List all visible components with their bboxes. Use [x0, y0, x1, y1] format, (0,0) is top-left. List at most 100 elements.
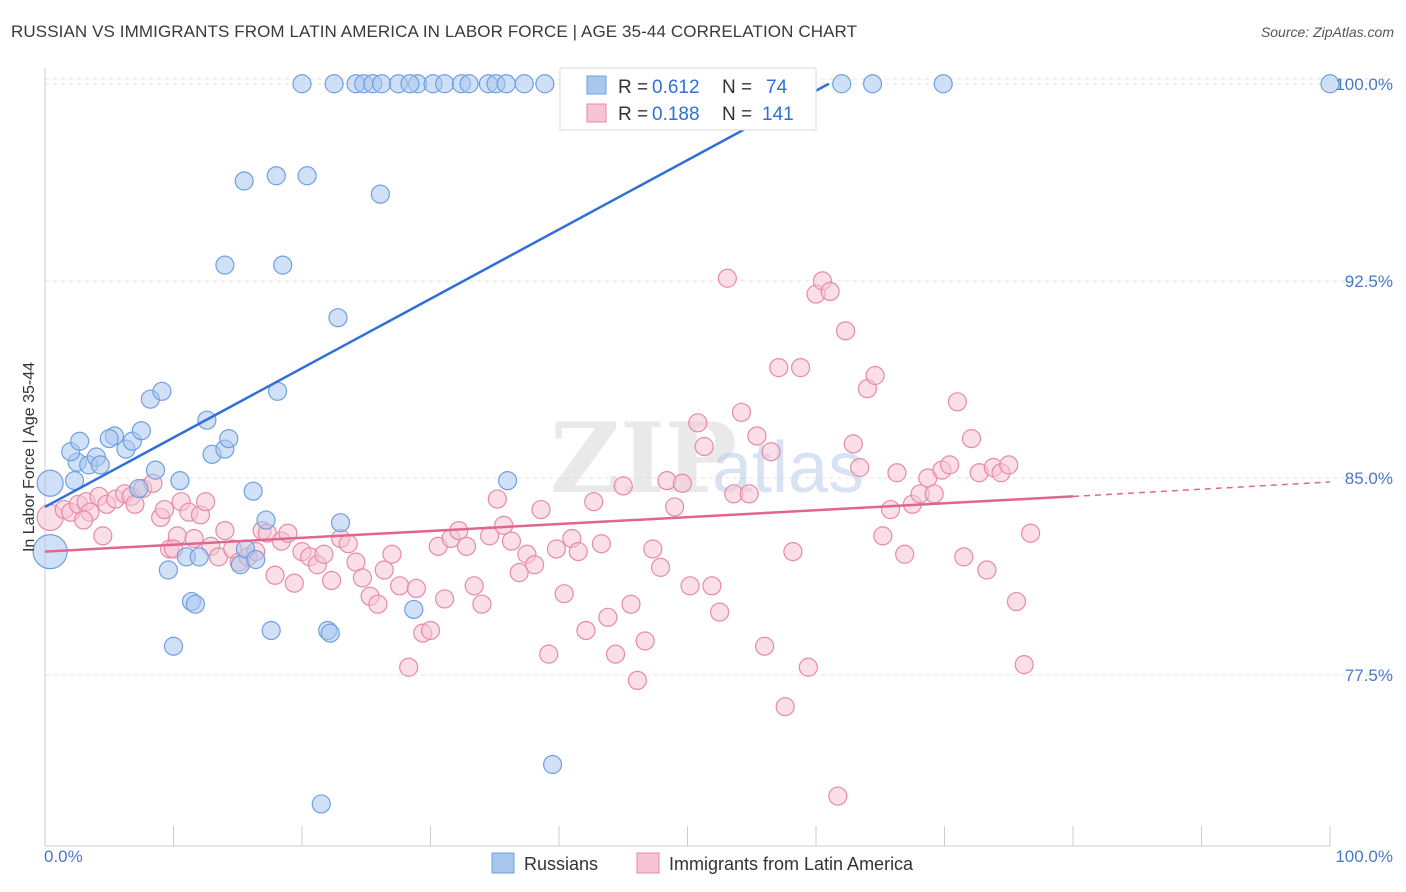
latin-point-35 [284, 573, 304, 593]
russian-point-20 [185, 594, 205, 614]
latin-point-99 [761, 442, 781, 462]
russian-point-63 [496, 74, 516, 94]
latin-point-109 [835, 321, 856, 341]
y-tick-label-92.5: 92.5% [1345, 272, 1393, 291]
y-tick-label-77.5: 77.5% [1345, 666, 1393, 685]
latin-point-121 [924, 484, 944, 504]
latin-trend-line [44, 495, 1074, 553]
latin-point-44 [352, 568, 372, 588]
series-legend-swatch-russians [491, 852, 515, 874]
series-legend-russians: Russians [524, 854, 598, 874]
legend-n-value-russians: 74 [766, 77, 788, 98]
latin-point-71 [554, 584, 574, 604]
y-tick-labels: 77.5% 85.0% 92.5% 100.0% [1335, 75, 1393, 685]
latin-point-82 [635, 631, 655, 651]
latin-point-136 [93, 526, 113, 546]
latin-point-64 [501, 531, 522, 551]
russian-point-35 [266, 166, 286, 186]
russian-point-46 [404, 599, 424, 620]
russian-point-64 [514, 74, 534, 94]
latin-point-87 [672, 473, 692, 493]
russian-point-69 [832, 74, 852, 94]
latin-point-100 [769, 358, 789, 378]
legend-n-value-latin: 141 [762, 104, 794, 125]
russians-trend-line [44, 82, 830, 509]
latin-point-75 [584, 492, 604, 512]
latin-point-95 [731, 402, 752, 422]
latin-point-98 [754, 636, 775, 656]
legend-r-value-russians: 0.612 [652, 77, 700, 98]
latin-trend-line-extension [1072, 481, 1331, 498]
latin-point-93 [717, 268, 737, 288]
latin-point-22 [196, 492, 216, 512]
latin-point-131 [999, 455, 1019, 475]
russian-point-70 [862, 74, 883, 94]
russian-point-60 [459, 74, 479, 94]
russian-point-34 [273, 255, 293, 275]
latin-point-96 [739, 484, 759, 504]
legend-r-label-latin: R = [618, 104, 648, 125]
latin-point-42 [338, 534, 358, 554]
latin-point-40 [321, 570, 342, 591]
series-legend-latin: Immigrants from Latin America [669, 854, 914, 874]
latin-point-39 [314, 544, 334, 564]
russian-point-39 [328, 308, 348, 328]
russian-point-47 [311, 794, 331, 814]
latin-point-134 [1020, 523, 1041, 543]
latin-point-108 [828, 786, 848, 806]
russian-point-54 [372, 74, 392, 94]
y-tick-label-85: 85.0% [1345, 469, 1393, 488]
latin-point-133 [1014, 655, 1034, 675]
russian-point-31 [256, 510, 276, 530]
latin-point-67 [524, 555, 545, 575]
russian-point-26 [219, 429, 239, 449]
latin-point-15 [154, 499, 175, 520]
russian-point-10 [99, 429, 119, 449]
latin-point-90 [694, 436, 714, 457]
latin-point-76 [591, 534, 612, 554]
legend-swatch-russians [586, 75, 607, 95]
latin-point-65 [509, 563, 529, 583]
latin-point-74 [576, 620, 596, 641]
latin-point-69 [539, 644, 559, 664]
latin-point-107 [820, 281, 840, 302]
latin-point-115 [880, 499, 901, 520]
x-tick-label-0: 0.0% [44, 847, 83, 866]
russian-point-41 [158, 560, 178, 580]
russian-point-43 [215, 255, 235, 275]
russian-point-1 [36, 469, 64, 497]
latin-point-50 [399, 657, 419, 677]
latin-point-59 [464, 576, 484, 596]
latin-point-48 [382, 544, 402, 564]
latin-point-77 [598, 607, 618, 627]
latin-point-116 [887, 463, 907, 483]
x-tick-label-100: 100.0% [1335, 847, 1393, 866]
latin-point-62 [487, 489, 507, 509]
y-axis-label: In Labor Force | Age 35-44 [21, 362, 38, 552]
legend-r-value-latin: 0.188 [652, 104, 700, 125]
russian-point-73 [498, 471, 518, 491]
x-axis-ticks [44, 826, 1331, 846]
legend-r-label-russians: R = [618, 77, 648, 98]
latin-point-86 [665, 497, 685, 517]
russian-point-49 [324, 74, 344, 94]
russian-point-40 [330, 513, 351, 533]
russian-point-36 [297, 166, 317, 186]
y-tick-label-100: 100.0% [1335, 75, 1393, 94]
latin-point-124 [947, 392, 967, 412]
latin-point-126 [961, 429, 982, 449]
watermark: ZIP atlas [550, 402, 864, 515]
trend-lines [44, 82, 1331, 553]
russian-point-13 [131, 421, 151, 441]
russian-point-29 [243, 481, 263, 501]
latin-point-103 [790, 358, 811, 378]
source-label: Source: ZipAtlas.com [1260, 24, 1394, 40]
latin-point-92 [710, 602, 730, 622]
latin-point-58 [456, 536, 477, 556]
russian-point-8 [90, 455, 110, 475]
latin-point-110 [843, 434, 863, 454]
latin-point-123 [940, 455, 960, 475]
latin-point-111 [850, 457, 870, 478]
russian-point-45 [370, 184, 390, 204]
